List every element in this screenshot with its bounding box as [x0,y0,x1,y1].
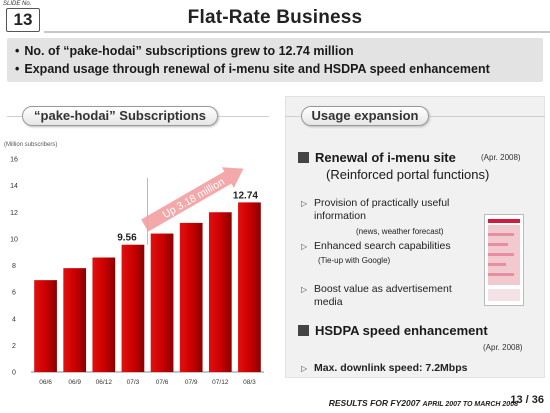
x-tick-label: 06/9 [68,379,81,386]
i-menu-screenshot-image [484,214,524,306]
list-item-text: media [314,296,343,308]
section-title-usage-expansion: Usage expansion [301,106,429,126]
list-item-text: Provision of practically useful [314,197,450,209]
bar [63,268,87,372]
x-tick-label: 07/6 [156,379,169,386]
y-tick-label: 10 [10,236,18,243]
footer-text: RESULTS FOR FY2007 APRIL 2007 TO MARCH 2… [329,398,518,408]
triangle-bullet-icon: ▷ [301,285,308,294]
x-tick-label: 06/12 [96,379,113,386]
footer-results: RESULTS FOR FY2007 [328,398,421,408]
bar [238,202,261,372]
slide-title: Flat-Rate Business [187,7,363,28]
list-item-text: Enhanced search capabilities [314,240,451,252]
title-divider [44,31,550,33]
hsdpa-date: (Apr. 2008) [483,343,523,352]
y-tick-label: 4 [12,316,16,323]
hsdpa-heading: HSDPA speed enhancement [298,323,488,338]
bar [208,212,232,372]
square-bullet-icon [298,325,309,336]
list-item: ▷ Enhanced search capabilities [301,240,451,253]
triangle-bullet-icon: ▷ [301,364,308,373]
bar [179,222,203,372]
y-tick-label: 14 [10,183,18,190]
y-tick-label: 6 [12,290,16,297]
highlight-item: No. of “pake-hodai” subscriptions grew t… [15,42,543,60]
slide-number-label: SLIDE No. [3,1,32,7]
renewal-title: Renewal of i-menu site [315,150,456,165]
hsdpa-title: HSDPA speed enhancement [315,323,488,338]
chart-unit-label: (Million subscribers) [4,142,57,148]
slide-number: 13 [6,8,40,32]
triangle-bullet-icon: ▷ [301,242,308,251]
bar [150,233,174,372]
renewal-date: (Apr. 2008) [481,153,521,162]
square-bullet-icon [298,152,309,163]
renewal-heading: Renewal of i-menu site [298,150,456,165]
list-item: ▷ Boost value as advertisement media [301,283,452,309]
x-tick-label: 08/3 [243,379,256,386]
list-item: ▷ Max. downlink speed: 7.2Mbps [301,362,468,375]
x-tick-label: 06/6 [39,379,52,386]
bar [121,244,145,372]
y-tick-label: 16 [10,157,18,164]
list-item-text: Max. downlink speed: 7.2Mbps [314,362,468,374]
data-label: 12.74 [233,190,258,201]
list-item: ▷ Provision of practically useful inform… [301,197,450,223]
y-tick-label: 12 [10,210,18,217]
highlight-item: Expand usage through renewal of i-menu s… [15,60,543,78]
renewal-subtitle: (Reinforced portal functions) [326,167,490,182]
page-number: 13 / 36 [510,394,544,406]
x-tick-label: 07/12 [212,379,229,386]
footer-period: APRIL 2007 TO MARCH 2008 [422,401,518,408]
bar [34,280,57,372]
section-title-subscriptions: “pake-hodai” Subscriptions [22,106,218,126]
subscriptions-bar-chart: (Million subscribers) 0 2 4 6 8 10 12 14 16 06/6 06… [4,142,264,386]
x-tick-label: 07/9 [185,379,198,386]
list-item-text: information [314,210,366,222]
y-tick-label: 2 [12,343,16,350]
bar [92,257,116,372]
y-tick-label: 8 [12,263,16,270]
triangle-bullet-icon: ▷ [301,199,308,208]
data-label: 9.56 [117,233,137,244]
x-tick-label: 07/3 [127,379,140,386]
list-item-note: (news, weather forecast) [356,227,444,236]
y-tick-label: 0 [12,370,16,377]
highlights-box: No. of “pake-hodai” subscriptions grew t… [7,38,543,82]
list-item-note: (Tie-up with Google) [318,256,391,265]
list-item-text: Boost value as advertisement [314,283,452,295]
